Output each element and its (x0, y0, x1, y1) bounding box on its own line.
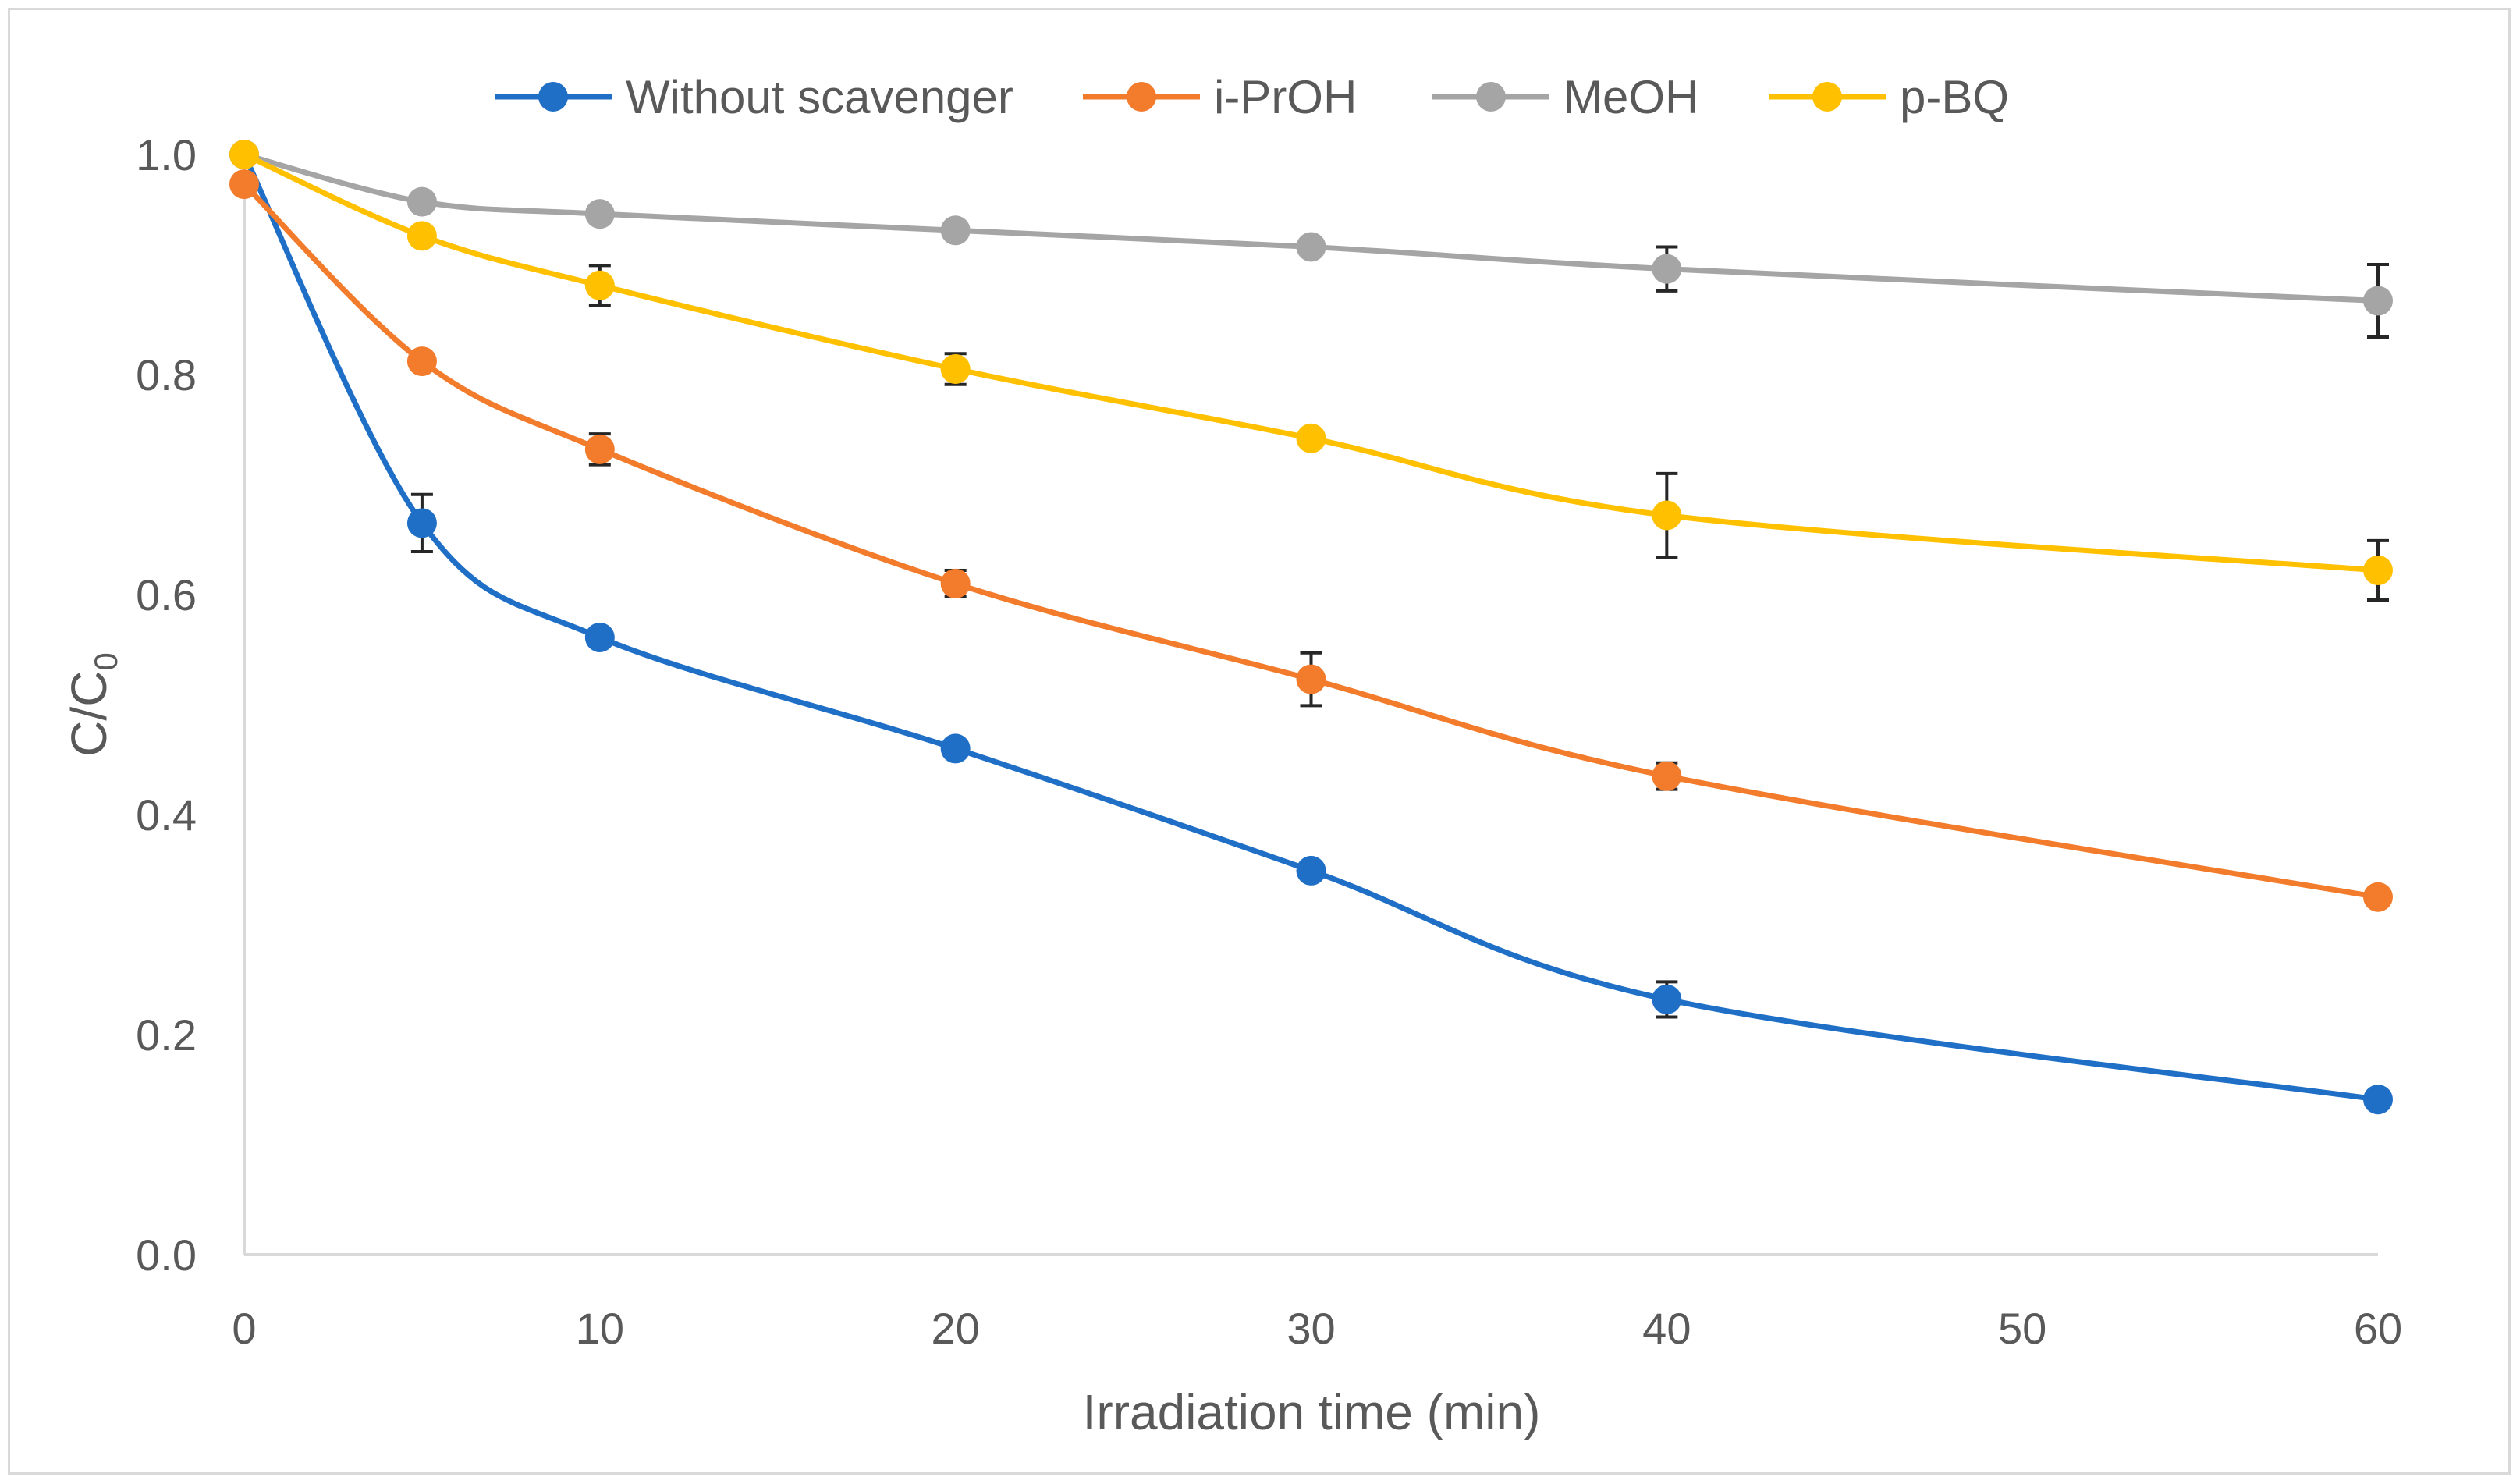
series-meoh (229, 140, 2393, 339)
x-tick-label: 10 (576, 1304, 624, 1353)
data-point (2363, 882, 2393, 912)
legend-label: MeOH (1563, 71, 1698, 123)
legend-marker (1812, 82, 1842, 112)
data-point (1652, 761, 1682, 791)
data-point (229, 140, 259, 169)
legend-item-without-scavenger: Without scavenger (495, 71, 1013, 123)
chart-frame (8, 8, 2511, 1475)
legend: Without scavenger i-PrOH MeOH p-BQ (495, 71, 2009, 123)
data-point (406, 346, 437, 377)
series-line-without-scavenger (241, 151, 2381, 1102)
data-point (584, 199, 615, 229)
x-tick-label: 50 (1998, 1304, 2046, 1353)
legend-marker (538, 82, 568, 112)
data-point (406, 221, 437, 251)
axes (243, 154, 2378, 1256)
series-p-bq (229, 140, 2393, 602)
x-tick-label: 20 (932, 1304, 980, 1353)
data-point (406, 508, 437, 538)
y-tick-label: 1.0 (136, 130, 197, 179)
y-tick-label: 0.6 (136, 570, 197, 620)
data-point (2363, 1085, 2393, 1115)
legend-marker (1476, 82, 1506, 112)
x-tick-label: 30 (1287, 1304, 1335, 1353)
data-point (1652, 500, 1682, 531)
x-tick-labels: 0 10 20 30 40 50 60 (232, 1304, 2402, 1353)
data-point (584, 622, 615, 652)
legend-item-i-proh: i-PrOH (1083, 71, 1357, 123)
data-point (1652, 984, 1682, 1014)
series-i-proh (229, 169, 2393, 912)
x-tick-label: 0 (232, 1304, 256, 1353)
data-point (940, 568, 971, 598)
y-tick-labels: 0.0 0.2 0.4 0.6 0.8 1.0 (136, 130, 197, 1280)
data-point (1296, 232, 1326, 262)
legend-marker (1127, 82, 1156, 112)
x-tick-label: 40 (1642, 1304, 1691, 1353)
x-axis-title: Irradiation time (min) (1083, 1384, 1541, 1440)
data-point (1296, 664, 1326, 694)
series-line-p-bq (241, 151, 2381, 573)
data-point (940, 733, 971, 764)
data-point (2363, 286, 2393, 316)
y-tick-label: 0.2 (136, 1010, 197, 1060)
data-point (229, 169, 259, 200)
legend-item-meoh: MeOH (1432, 71, 1698, 123)
data-point (940, 353, 971, 384)
data-point (406, 186, 437, 217)
data-point (584, 270, 615, 300)
x-tick-label: 60 (2354, 1304, 2402, 1353)
legend-label: Without scavenger (626, 71, 1013, 123)
data-point (940, 215, 971, 246)
y-tick-label: 0.4 (136, 790, 197, 840)
y-tick-label: 0.8 (136, 350, 197, 399)
y-axis-title-main: C/C (61, 671, 117, 757)
series-line-i-proh (241, 181, 2381, 900)
legend-label: i-PrOH (1214, 71, 1357, 123)
series-layer (229, 140, 2393, 1115)
data-point (2363, 555, 2393, 585)
data-point (1296, 855, 1326, 886)
data-point (1652, 254, 1682, 284)
data-point (1296, 423, 1326, 453)
legend-label: p-BQ (1900, 71, 2009, 123)
y-axis-title-subscript: 0 (87, 652, 124, 670)
y-tick-label: 0.0 (136, 1230, 197, 1280)
legend-item-p-bq: p-BQ (1769, 71, 2009, 123)
series-line-meoh (241, 151, 2381, 304)
y-axis-title: C/C0 (61, 652, 124, 757)
data-point (584, 434, 615, 464)
